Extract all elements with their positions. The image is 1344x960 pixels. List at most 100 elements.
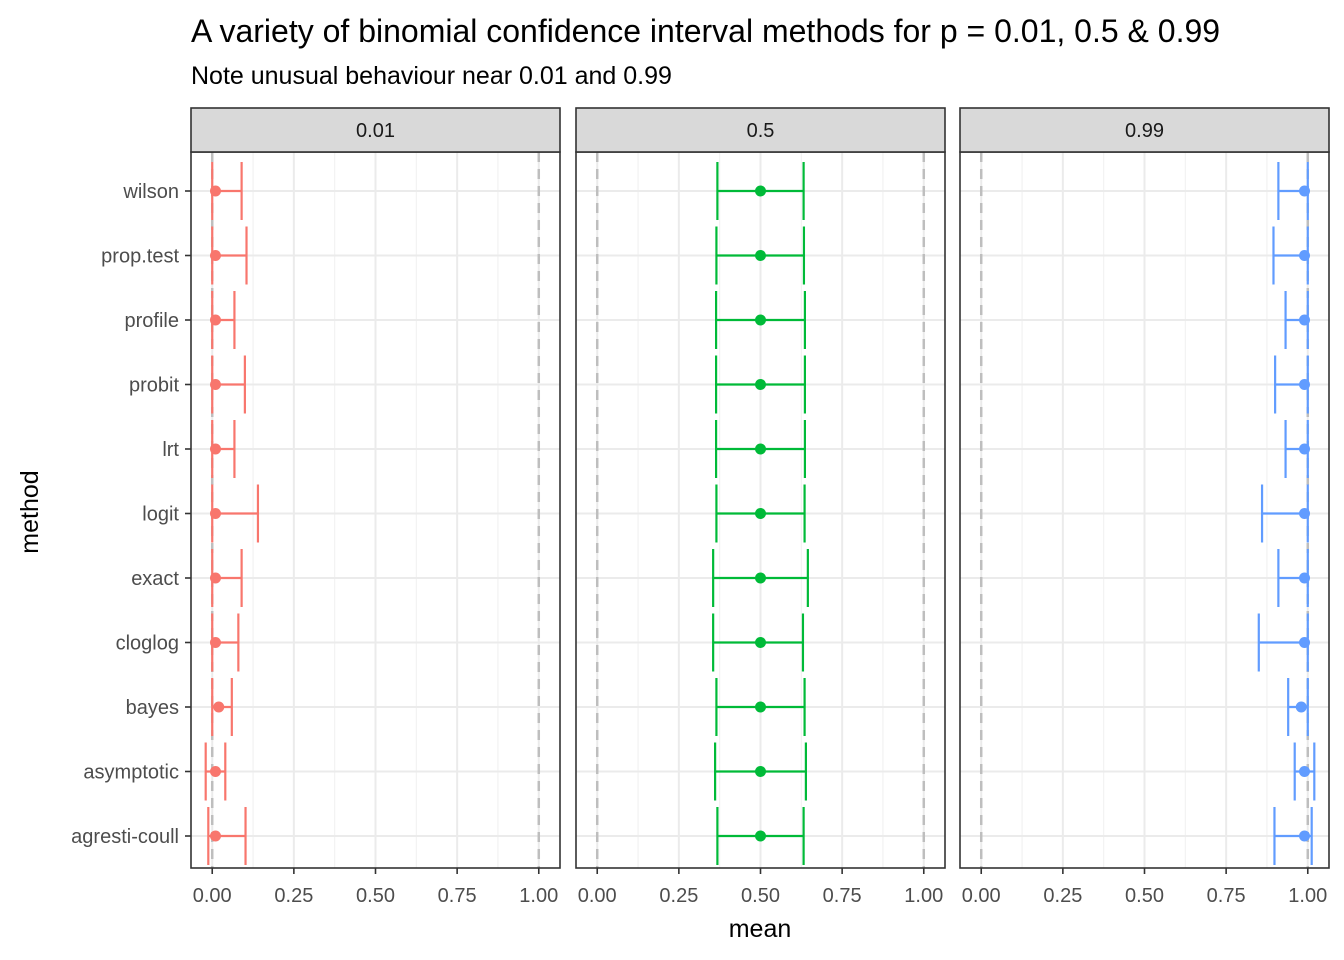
errorbar-exact (1277, 549, 1311, 607)
x-tick-label: 0.75 (438, 885, 477, 907)
mean-point (209, 572, 221, 584)
x-tick-label: 1.00 (519, 885, 558, 907)
chart-subtitle: Note unusual behaviour near 0.01 and 0.9… (191, 62, 672, 90)
errorbar-asymptotic (714, 742, 807, 801)
errorbar-wilson (716, 162, 805, 220)
x-tick-label: 0.00 (578, 885, 617, 907)
facet-strip (575, 107, 946, 153)
errorbar-cloglog (1257, 613, 1311, 672)
facet-panel: 0.01 0.00 0.25 0.50 0.75 1.00 (190, 107, 561, 907)
mean-point (209, 250, 221, 261)
mean-point (209, 314, 221, 326)
y-tick-label: logit (142, 504, 179, 526)
x-tick-label: 0.50 (1125, 885, 1164, 907)
y-tick-label: cloglog (116, 633, 179, 655)
errorbar-cloglog (712, 613, 805, 672)
mean-point (213, 701, 225, 713)
mean-point (755, 701, 766, 713)
y-tick-label: exact (131, 568, 179, 590)
y-tick-label: lrt (162, 439, 179, 461)
errorbar-asymptotic (1293, 742, 1316, 801)
mean-point (1299, 379, 1311, 390)
mean-point (1299, 572, 1311, 584)
errorbar-logit (209, 484, 260, 543)
errorbar-agresti-coull (716, 807, 805, 865)
y-axis: wilson prop.test profile probit lrt logit exac… (71, 181, 191, 848)
facet-strip-label: 0.01 (356, 120, 395, 142)
mean-point (755, 443, 766, 455)
mean-point (755, 250, 766, 261)
x-tick-label: 0.25 (659, 885, 698, 907)
x-axis-title: mean (729, 915, 792, 943)
mean-point (1299, 250, 1311, 261)
mean-point (1299, 443, 1311, 455)
mean-point (755, 830, 766, 842)
mean-point (1299, 830, 1311, 842)
errorbar-exact (209, 549, 243, 607)
errorbar-probit (209, 355, 246, 414)
mean-point (209, 637, 221, 648)
y-tick-label: wilson (122, 181, 179, 203)
facet-panels: 0.010.00 0.25 0.50 0.75 1.000.50.00 0.25 0.50 0… (190, 107, 1330, 907)
y-tick-label: profile (125, 310, 179, 332)
facet-strip-label: 0.5 (747, 120, 775, 142)
mean-point (755, 379, 766, 390)
facet-strip (190, 107, 561, 153)
errorbar-lrt (1284, 420, 1311, 478)
x-tick-label: 1.00 (1288, 885, 1327, 907)
errorbar-bayes (211, 678, 233, 736)
mean-point (1299, 314, 1311, 326)
errorbar-profile (714, 291, 807, 349)
chart-title: A variety of binomial confidence interva… (191, 13, 1220, 49)
mean-point (1299, 185, 1311, 197)
y-tick-label: agresti-coull (71, 826, 179, 848)
y-tick-label: bayes (126, 697, 179, 719)
errorbar-lrt (714, 420, 807, 478)
x-tick-label: 0.00 (193, 885, 232, 907)
errorbar-bayes (715, 678, 806, 736)
mean-point (209, 508, 221, 519)
mean-point (755, 185, 766, 197)
errorbar-logit (715, 484, 806, 543)
x-tick-label: 0.00 (962, 885, 1001, 907)
errorbar-prop.test (1272, 226, 1311, 285)
errorbar-agresti-coull (207, 807, 247, 865)
errorbar-agresti-coull (1273, 807, 1313, 865)
x-tick-label: 0.25 (1043, 885, 1082, 907)
errorbar-prop.test (209, 226, 248, 285)
mean-point (1295, 701, 1307, 713)
y-tick-label: probit (129, 375, 179, 397)
mean-point (209, 766, 221, 777)
mean-point (209, 830, 221, 842)
mean-point (1299, 766, 1311, 777)
y-axis-title: method (16, 470, 44, 553)
x-tick-label: 1.00 (904, 885, 943, 907)
errorbar-probit (1274, 355, 1311, 414)
errorbar-cloglog (209, 613, 240, 672)
mean-point (209, 379, 221, 390)
mean-point (755, 508, 766, 519)
mean-point (1299, 637, 1311, 648)
errorbar-profile (209, 291, 236, 349)
y-tick-label: prop.test (101, 246, 179, 268)
mean-point (755, 314, 766, 326)
mean-point (755, 572, 766, 584)
facet-strip (959, 107, 1330, 153)
mean-point (1299, 508, 1311, 519)
facet-strip-label: 0.99 (1125, 120, 1164, 142)
errorbar-bayes (1287, 678, 1309, 736)
x-tick-label: 0.50 (356, 885, 395, 907)
y-tick-label: asymptotic (83, 762, 179, 784)
x-tick-label: 0.75 (823, 885, 862, 907)
errorbar-profile (1284, 291, 1311, 349)
mean-point (755, 637, 766, 648)
x-tick-label: 0.75 (1207, 885, 1246, 907)
errorbar-lrt (209, 420, 236, 478)
errorbar-logit (1260, 484, 1311, 543)
mean-point (755, 766, 766, 777)
mean-point (209, 185, 221, 197)
errorbar-prop.test (715, 226, 806, 285)
facet-panel: 0.99 0.00 0.25 0.50 0.75 1.00 (959, 107, 1330, 907)
errorbar-wilson (1277, 162, 1311, 220)
